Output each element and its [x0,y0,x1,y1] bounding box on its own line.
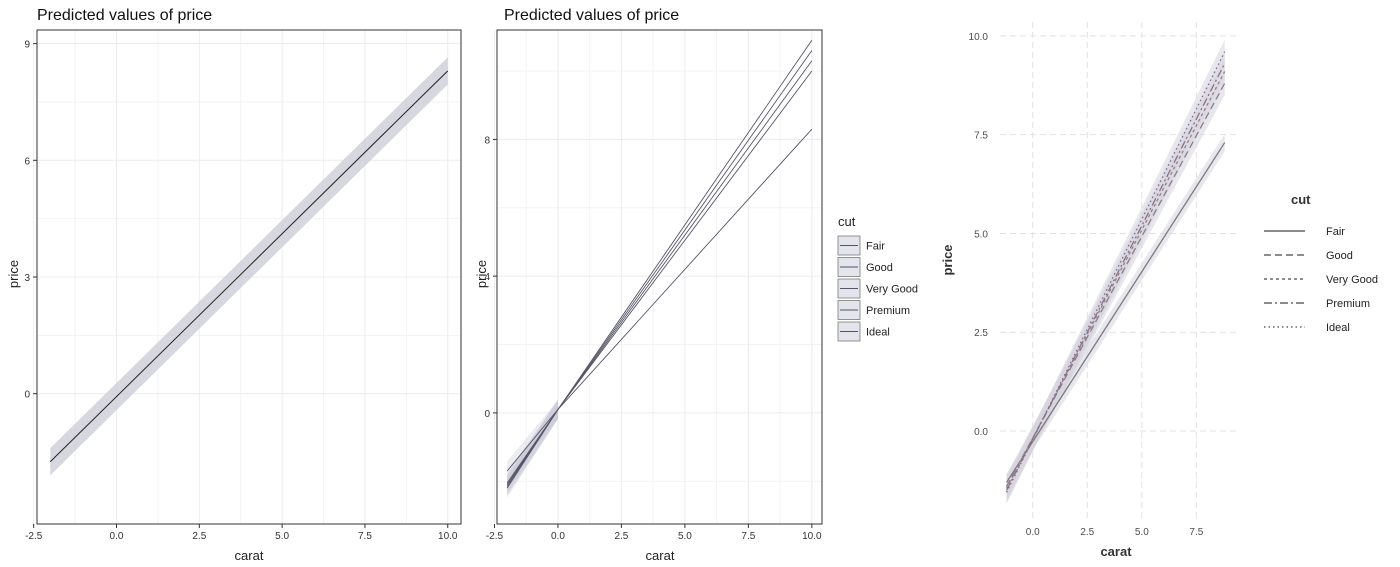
c3-ytick-label: 2.5 [974,328,988,339]
c3-xtick-label: 7.5 [1189,527,1203,538]
c1-ytick-label: 6 [24,156,30,167]
c2-panel-border [496,29,823,525]
c2-xtick-label: 10.0 [802,531,822,542]
c2-xtick-label: 2.5 [614,531,628,542]
c1-xtick-label: 2.5 [192,531,206,542]
chart2-legend-title: cut [838,214,856,229]
c1-xtick-label: 7.5 [358,531,372,542]
c3-ytick-label: 5.0 [974,229,988,240]
c3-ytick-label: 0.0 [974,427,988,438]
c2-ytick-label: 4 [484,272,490,283]
c2-xtick-label: 0.0 [551,531,565,542]
chart1-ylabel: price [6,260,21,288]
c3-series-line-4 [1005,51,1226,493]
c2-xtick-label: -2.5 [486,531,504,542]
chart1-xlabel: carat [235,548,264,563]
c3-ytick-label: 10.0 [969,32,989,43]
c3-ytick-label: 7.5 [974,131,988,142]
c3-xtick-label: 5.0 [1135,527,1149,538]
c3-series-line-0 [1005,142,1226,483]
c1-xtick-label: -2.5 [25,531,43,542]
c2-legend-label: Very Good [866,284,918,296]
chart2-ylabel: price [474,260,489,288]
c2-legend-label: Premium [866,305,910,317]
chart3-xlabel: carat [1100,544,1132,559]
chart2-title: Predicted values of price [504,7,679,24]
c1-xtick-label: 10.0 [438,531,458,542]
chart1-title: Predicted values of price [37,7,212,24]
c3-legend-label: Very Good [1326,274,1378,286]
chart3-ylabel: price [940,244,955,275]
c2-ytick-label: 0 [484,409,490,420]
c2-series-line-4 [506,40,813,489]
chart3-legend-title: cut [1291,192,1311,207]
chart2-xlabel: carat [646,548,675,563]
c3-legend-label: Fair [1326,226,1345,238]
c3-ribbon-4 [1006,39,1225,505]
c1-prediction-line [49,70,449,463]
c1-ytick-label: 3 [24,273,30,284]
c2-legend-label: Ideal [866,327,890,339]
c2-legend-label: Fair [866,241,885,253]
c3-legend-label: Good [1326,250,1353,262]
c1-ytick-label: 0 [24,390,30,401]
c3-legend-label: Ideal [1326,322,1350,334]
c1-xtick-label: 0.0 [110,531,124,542]
c3-xtick-label: 0.0 [1026,527,1040,538]
c2-xtick-label: 7.5 [741,531,755,542]
chart-marks: -2.5 0.0 2.5 5.0 7.5 10.0 0 3 6 9 -2.5 0.0 2.5 5.0 7.5… [24,22,1378,542]
c2-legend-label: Good [866,262,893,274]
c1-ytick-label: 9 [24,40,30,51]
c3-xtick-label: 2.5 [1080,527,1094,538]
c3-legend-label: Premium [1326,298,1370,310]
c2-xtick-label: 5.0 [678,531,692,542]
c1-panel-border [36,29,462,525]
c2-ytick-label: 8 [484,135,490,146]
c1-xtick-label: 5.0 [275,531,289,542]
